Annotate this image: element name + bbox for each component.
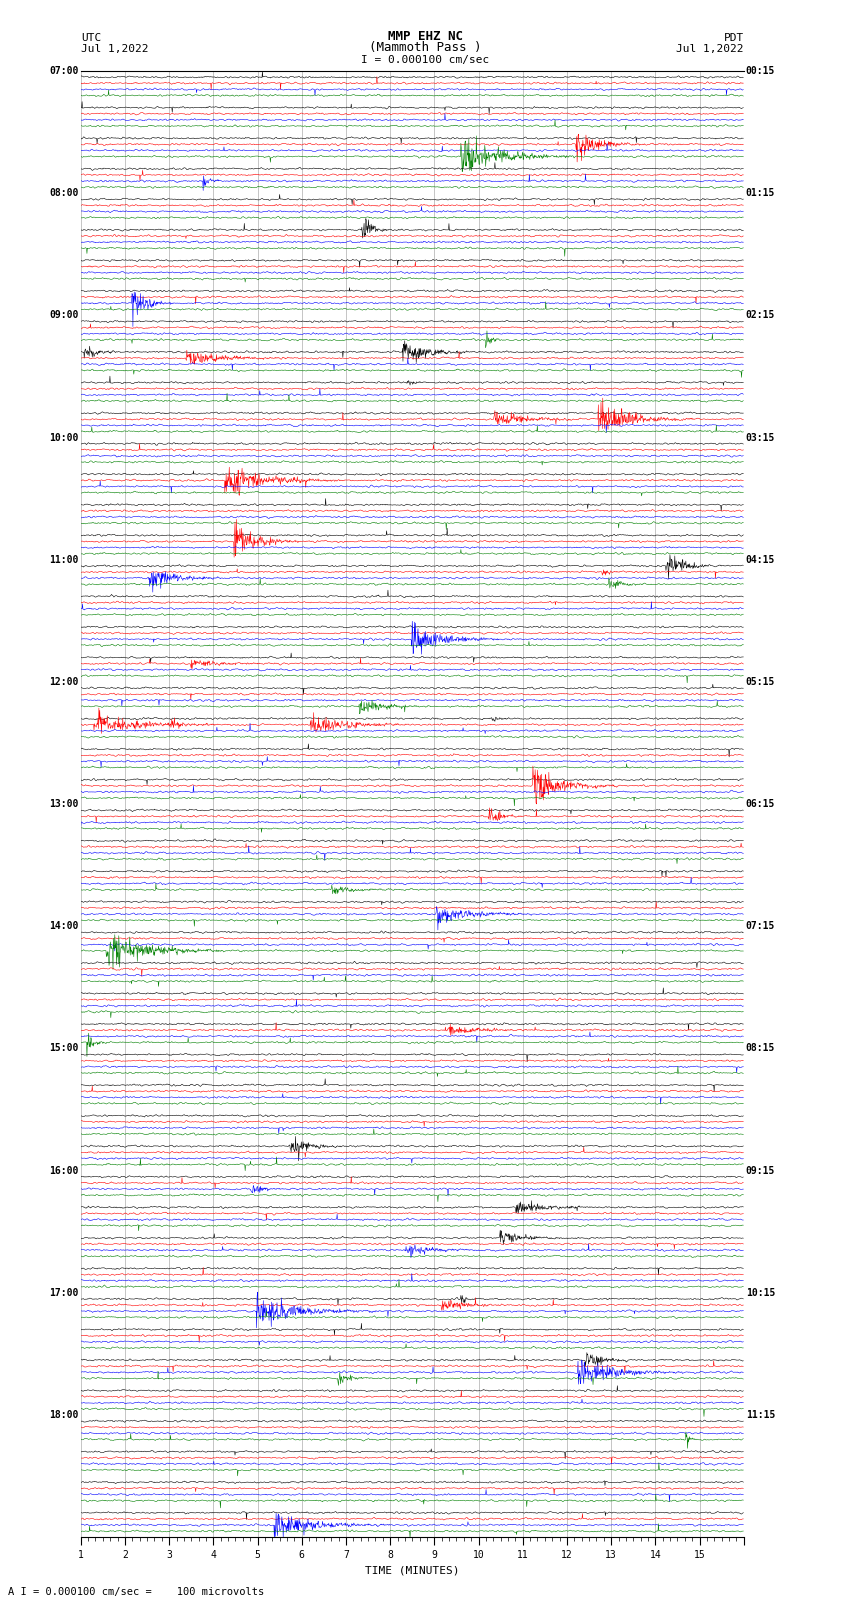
Text: 07:00: 07:00 (49, 66, 79, 76)
Text: 09:15: 09:15 (745, 1166, 775, 1176)
Text: 14:00: 14:00 (49, 921, 79, 931)
Text: 05:15: 05:15 (745, 677, 775, 687)
Text: 09:00: 09:00 (49, 310, 79, 321)
Text: 18:00: 18:00 (49, 1410, 79, 1419)
Text: A I = 0.000100 cm/sec =    100 microvolts: A I = 0.000100 cm/sec = 100 microvolts (8, 1587, 264, 1597)
Text: UTC: UTC (81, 32, 101, 44)
Text: MMP EHZ NC: MMP EHZ NC (388, 29, 462, 44)
Text: 06:15: 06:15 (745, 798, 775, 810)
Text: 12:00: 12:00 (49, 677, 79, 687)
Text: PDT: PDT (723, 32, 744, 44)
Text: 00:15: 00:15 (745, 66, 775, 76)
Text: 17:00: 17:00 (49, 1287, 79, 1298)
Text: 15:00: 15:00 (49, 1044, 79, 1053)
Text: 01:15: 01:15 (745, 189, 775, 198)
Text: 07:15: 07:15 (745, 921, 775, 931)
Text: Jul 1,2022: Jul 1,2022 (677, 44, 744, 53)
Text: 11:15: 11:15 (745, 1410, 775, 1419)
Text: 08:00: 08:00 (49, 189, 79, 198)
Text: Jul 1,2022: Jul 1,2022 (81, 44, 148, 53)
Text: I = 0.000100 cm/sec: I = 0.000100 cm/sec (361, 55, 489, 65)
Text: 02:15: 02:15 (745, 310, 775, 321)
Text: (Mammoth Pass ): (Mammoth Pass ) (369, 40, 481, 53)
Text: 13:00: 13:00 (49, 798, 79, 810)
Text: 03:15: 03:15 (745, 432, 775, 442)
Text: 10:15: 10:15 (745, 1287, 775, 1298)
Text: 10:00: 10:00 (49, 432, 79, 442)
X-axis label: TIME (MINUTES): TIME (MINUTES) (365, 1566, 460, 1576)
Text: 08:15: 08:15 (745, 1044, 775, 1053)
Text: 04:15: 04:15 (745, 555, 775, 565)
Text: 11:00: 11:00 (49, 555, 79, 565)
Text: 16:00: 16:00 (49, 1166, 79, 1176)
